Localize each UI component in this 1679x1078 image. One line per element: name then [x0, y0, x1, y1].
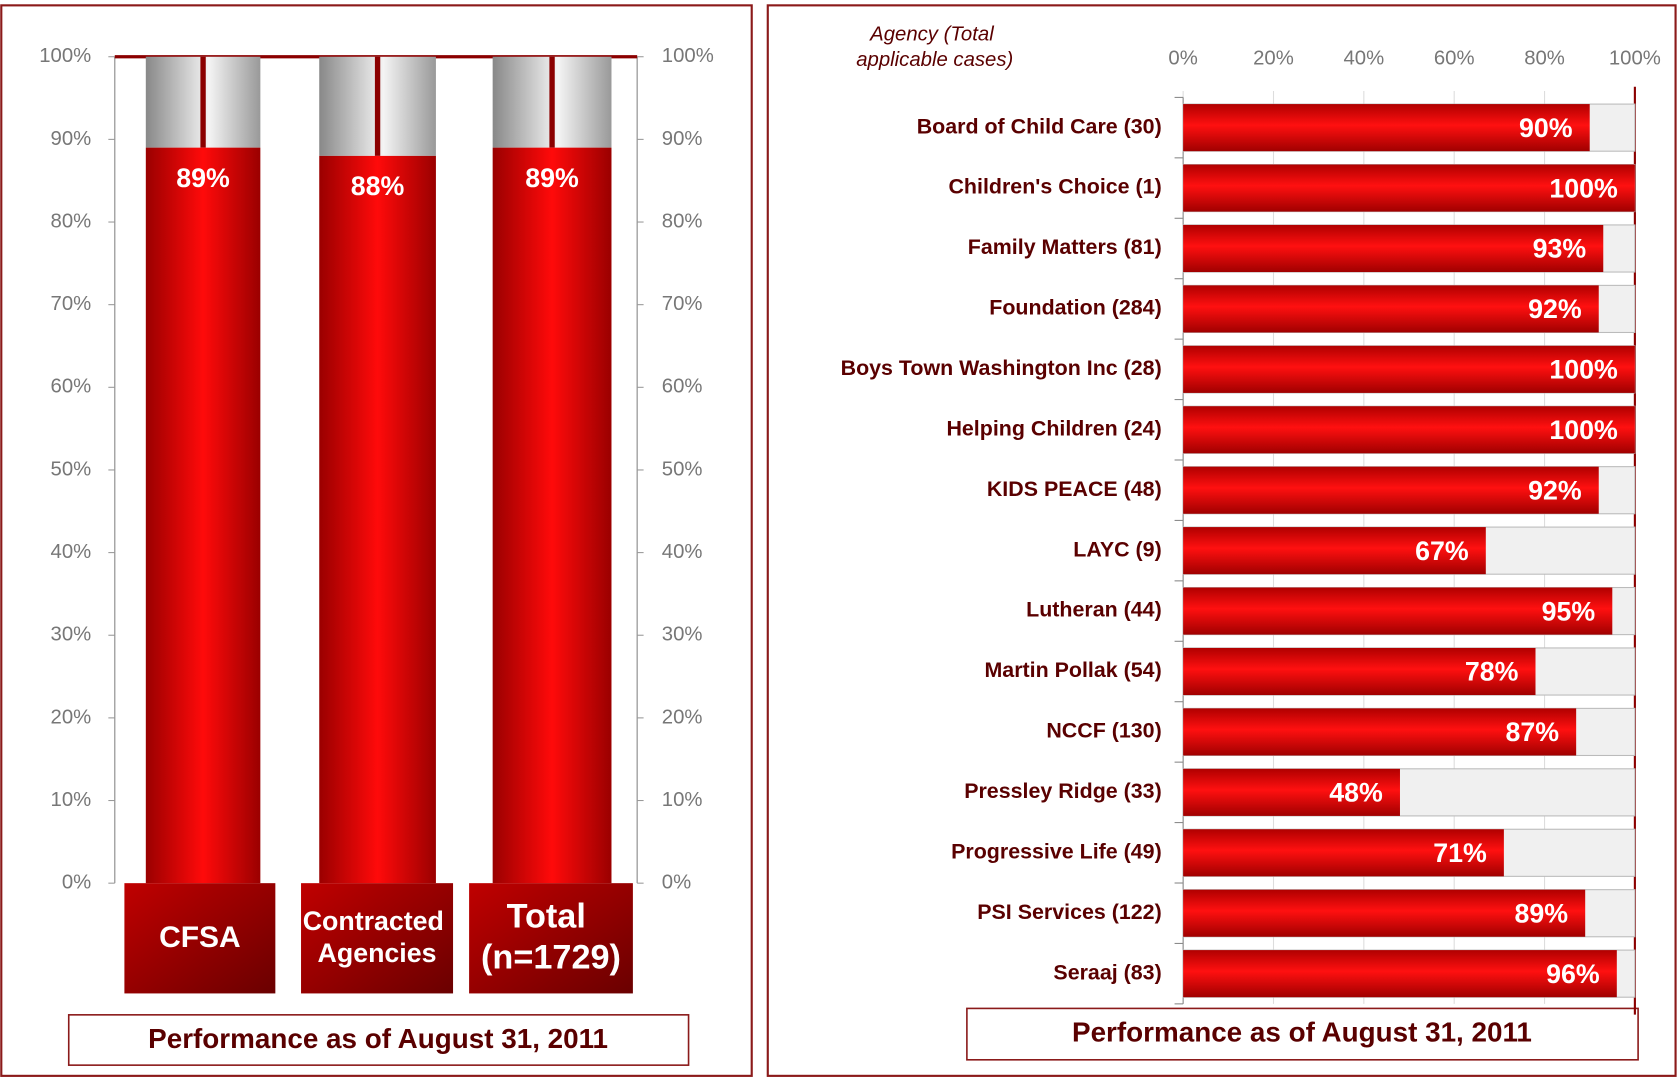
- x-tick-label: 20%: [1253, 47, 1294, 69]
- y2-tick-label: 80%: [662, 210, 703, 232]
- y2-tick-label: 60%: [662, 376, 703, 398]
- y-tick-label: NCCF (130): [1046, 719, 1161, 743]
- bar: [1183, 829, 1504, 877]
- category-box: [469, 883, 633, 994]
- y-tick-label: Children's Choice (1): [948, 175, 1161, 199]
- y-tick-label: LAYC (9): [1073, 537, 1161, 561]
- panel-border: [0, 4, 753, 1077]
- footer-box: [67, 1014, 690, 1066]
- x-tick-label: 100%: [1609, 47, 1661, 69]
- value-label: 100%: [1549, 355, 1618, 385]
- bar: [1183, 345, 1635, 393]
- bar: [1183, 950, 1617, 998]
- y-tick-label: Martin Pollak (54): [984, 658, 1161, 682]
- y2-tick-label: 100%: [662, 45, 714, 67]
- x-tick-label: Total (n=1729): [481, 897, 621, 976]
- y-tick-label: Pressley Ridge (33): [964, 779, 1162, 803]
- x-tick-label: 0%: [1168, 47, 1197, 69]
- y-tick-label: Family Matters (81): [968, 235, 1162, 259]
- value-label: 100%: [1549, 415, 1618, 445]
- y-tick-label: 10%: [51, 789, 92, 811]
- value-label: 89%: [176, 163, 230, 193]
- bar: [1183, 527, 1486, 575]
- x-tick-label: CFSA: [159, 921, 241, 954]
- y-tick-label: Seraaj (83): [1053, 960, 1161, 984]
- x-tick-label: 80%: [1524, 47, 1565, 69]
- footer: Performance as of August 31, 2011: [1072, 1016, 1532, 1047]
- x-tick-label: 60%: [1434, 47, 1475, 69]
- bar: [1183, 164, 1635, 212]
- y2-tick-label: 70%: [662, 293, 703, 315]
- y-tick-label: 70%: [51, 293, 92, 315]
- x-tick-label: Contracted Agencies: [303, 906, 452, 968]
- value-label: 96%: [1546, 959, 1600, 989]
- y2-tick-label: 40%: [662, 541, 703, 563]
- bar: [1183, 285, 1599, 333]
- value-label: 93%: [1533, 234, 1587, 264]
- bar: [1183, 587, 1613, 635]
- y-tick-label: 60%: [51, 376, 92, 398]
- y-tick-label: 90%: [51, 128, 92, 150]
- bar: [1183, 647, 1536, 696]
- y2-tick-label: 0%: [662, 872, 691, 894]
- y-tick-label: 0%: [62, 872, 91, 894]
- y2-tick-label: 20%: [662, 706, 703, 728]
- x-tick-label: 40%: [1343, 47, 1384, 69]
- y-tick-label: 30%: [51, 624, 92, 646]
- value-label: 67%: [1415, 536, 1469, 566]
- y-tick-label: 20%: [51, 706, 92, 728]
- value-label: 89%: [1515, 898, 1569, 928]
- y2-tick-label: 50%: [662, 458, 703, 480]
- footer: Performance as of August 31, 2011: [148, 1023, 608, 1054]
- y-tick-label: PSI Services (122): [977, 900, 1161, 924]
- y-tick-label: Lutheran (44): [1026, 598, 1162, 622]
- value-label: 92%: [1528, 294, 1582, 324]
- value-label: 48%: [1329, 778, 1383, 808]
- bar: [1183, 406, 1635, 454]
- category-box: [301, 883, 454, 994]
- value-label: 87%: [1505, 717, 1559, 747]
- y-axis-label: Agency (Total applicable cases): [856, 24, 1013, 72]
- bar: [492, 147, 612, 884]
- y2-tick-label: 30%: [662, 624, 703, 646]
- value-label: 89%: [525, 163, 579, 193]
- bar: [1183, 224, 1604, 273]
- value-label: 100%: [1549, 173, 1618, 203]
- y-tick-label: 80%: [51, 210, 92, 232]
- y2-tick-label: 10%: [662, 789, 703, 811]
- y-tick-label: 50%: [51, 458, 92, 480]
- bar: [319, 155, 436, 884]
- y-tick-label: 40%: [51, 541, 92, 563]
- bar: [1183, 889, 1586, 937]
- panel-border: [766, 4, 1677, 1077]
- category-box: [124, 883, 276, 994]
- y-tick-label: KIDS PEACE (48): [987, 477, 1162, 501]
- bar: [145, 147, 261, 884]
- y-tick-label: Progressive Life (49): [951, 839, 1162, 863]
- bar: [1183, 466, 1599, 514]
- value-label: 92%: [1528, 475, 1582, 505]
- y-tick-label: Foundation (284): [989, 296, 1161, 320]
- bar: [1183, 708, 1577, 756]
- value-label: 71%: [1433, 838, 1487, 868]
- value-label: 88%: [351, 171, 405, 201]
- y-tick-label: 100%: [39, 45, 91, 67]
- bar: [1183, 104, 1590, 152]
- value-label: 90%: [1519, 113, 1573, 143]
- y-tick-label: Board of Child Care (30): [917, 114, 1162, 138]
- y2-tick-label: 90%: [662, 128, 703, 150]
- footer-box: [966, 1007, 1639, 1061]
- value-label: 78%: [1465, 657, 1519, 687]
- bar: [1183, 768, 1400, 816]
- y-tick-label: Boys Town Washington Inc (28): [841, 356, 1162, 380]
- y-tick-label: Helping Children (24): [946, 416, 1161, 440]
- value-label: 95%: [1542, 596, 1596, 626]
